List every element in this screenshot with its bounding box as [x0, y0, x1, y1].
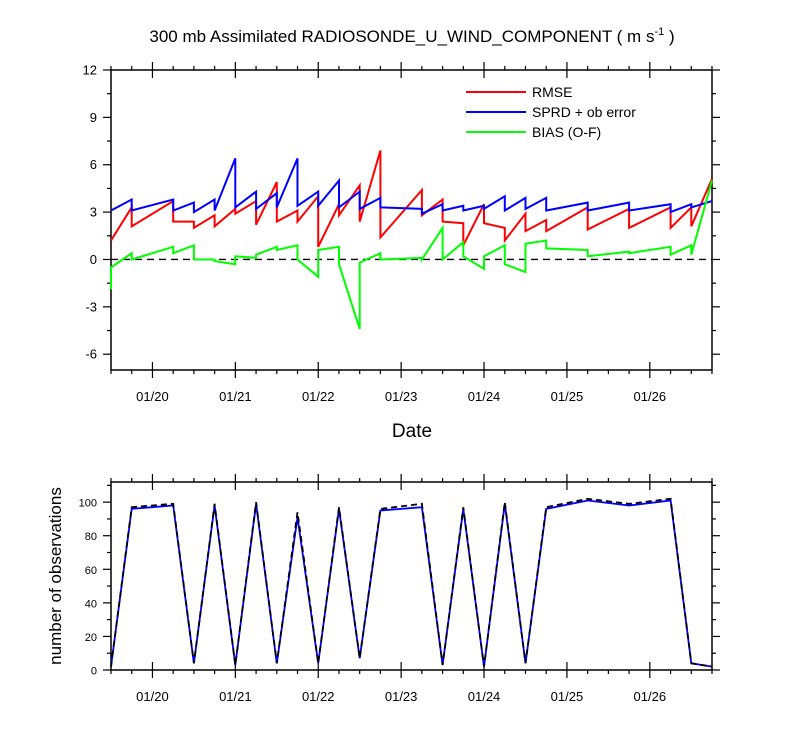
top-x-tick-label: 01/22: [302, 389, 335, 404]
chart-title: 300 mb Assimilated RADIOSONDE_U_WIND_COM…: [149, 26, 674, 46]
bottom-series-group: [110, 497, 713, 668]
bottom-tick-group: 01/20 01/21 01/22 01/23 01/24 01/25 01/26 0 20 40…: [79, 474, 720, 704]
chart-title-superscript: -1: [654, 26, 664, 38]
legend-label: BIAS (O-F): [532, 124, 601, 140]
top-series-group: [110, 150, 713, 330]
top-y-tick-label: -6: [85, 347, 97, 362]
bottom-plot-panel: 01/20 01/21 01/22 01/23 01/24 01/25 01/26 0 20 40…: [79, 474, 720, 704]
legend-label: SPRD + ob error: [532, 104, 636, 120]
bottom-plot-frame: [110, 481, 713, 671]
top-y-tick-label: -3: [85, 299, 97, 314]
bottom-x-tick-label: 01/21: [219, 689, 252, 704]
top-x-tick-label: 01/25: [551, 389, 584, 404]
bottom-y-tick-label: 80: [85, 531, 97, 543]
chart-title-suffix: ): [664, 27, 674, 46]
top-x-tick-label: 01/26: [634, 389, 667, 404]
top-y-tick-label: 6: [90, 157, 97, 172]
observations-dashed-line: [110, 497, 713, 668]
top-x-tick-label: 01/21: [219, 389, 252, 404]
bottom-x-tick-label: 01/24: [468, 689, 501, 704]
x-axis-label: Date: [392, 421, 432, 442]
bottom-x-tick-label: 01/23: [385, 689, 418, 704]
bottom-x-tick-label: 01/26: [634, 689, 667, 704]
chart-title-main: 300 mb Assimilated RADIOSONDE_U_WIND_COM…: [149, 27, 654, 46]
top-x-tick-label: 01/24: [468, 389, 501, 404]
bottom-y-tick-label: 100: [79, 498, 97, 510]
bottom-y-tick-label: 40: [85, 598, 97, 610]
bottom-x-tick-label: 01/20: [136, 689, 169, 704]
top-plot-panel: 01/20 01/21 01/22 01/23 01/24 01/25 01/26 12 9 6 3…: [83, 62, 720, 404]
top-y-tick-label: 0: [90, 252, 97, 267]
top-tick-group: 01/20 01/21 01/22 01/23 01/24 01/25 01/26 12 9 6 3…: [83, 62, 720, 404]
top-y-tick-label: 9: [90, 110, 97, 125]
top-y-tick-label: 12: [83, 63, 97, 78]
top-x-tick-label: 01/23: [385, 389, 418, 404]
sprd-line: [110, 158, 713, 216]
bottom-x-tick-label: 01/25: [551, 689, 584, 704]
top-plot-frame: [110, 69, 713, 371]
observations-solid-line: [110, 499, 713, 668]
y-axis-label-observations: number of observations: [46, 487, 65, 665]
top-y-tick-label: 3: [90, 205, 97, 220]
bottom-y-tick-label: 0: [91, 666, 97, 678]
legend: RMSE SPRD + ob error BIAS (O-F): [466, 84, 636, 140]
bottom-y-tick-label: 20: [85, 632, 97, 644]
rmse-line: [110, 150, 713, 248]
bottom-x-tick-label: 01/22: [302, 689, 335, 704]
bottom-y-tick-label: 60: [85, 565, 97, 577]
bias-line: [110, 180, 713, 330]
legend-label: RMSE: [532, 84, 572, 100]
top-x-tick-label: 01/20: [136, 389, 169, 404]
